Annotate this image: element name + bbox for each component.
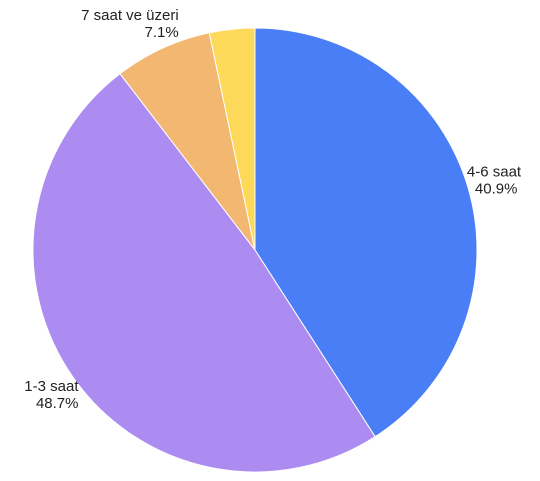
slice-value-2: 7.1% (144, 24, 178, 41)
slice-value-0: 40.9% (475, 181, 518, 198)
slice-name-1: 1-3 saat (24, 378, 79, 395)
slice-value-1: 48.7% (36, 395, 79, 412)
pie-slice-3 (208, 27, 256, 251)
slice-label-0: 4-6 saat 40.9% (467, 164, 522, 198)
pie-slice-1 (32, 73, 376, 473)
slice-name-2: 7 saat ve üzeri (81, 7, 179, 24)
slice-name-0: 4-6 saat (467, 164, 522, 181)
pie-labels: 4-6 saat 40.9% 1-3 saat 48.7% 7 saat ve üzer… (24, 7, 522, 412)
slice-label-2: 7 saat ve üzeri 7.1% (81, 7, 179, 41)
pie-slice-0 (254, 27, 478, 438)
slice-label-1: 1-3 saat 48.7% (24, 378, 79, 412)
pie-slices (32, 27, 478, 473)
